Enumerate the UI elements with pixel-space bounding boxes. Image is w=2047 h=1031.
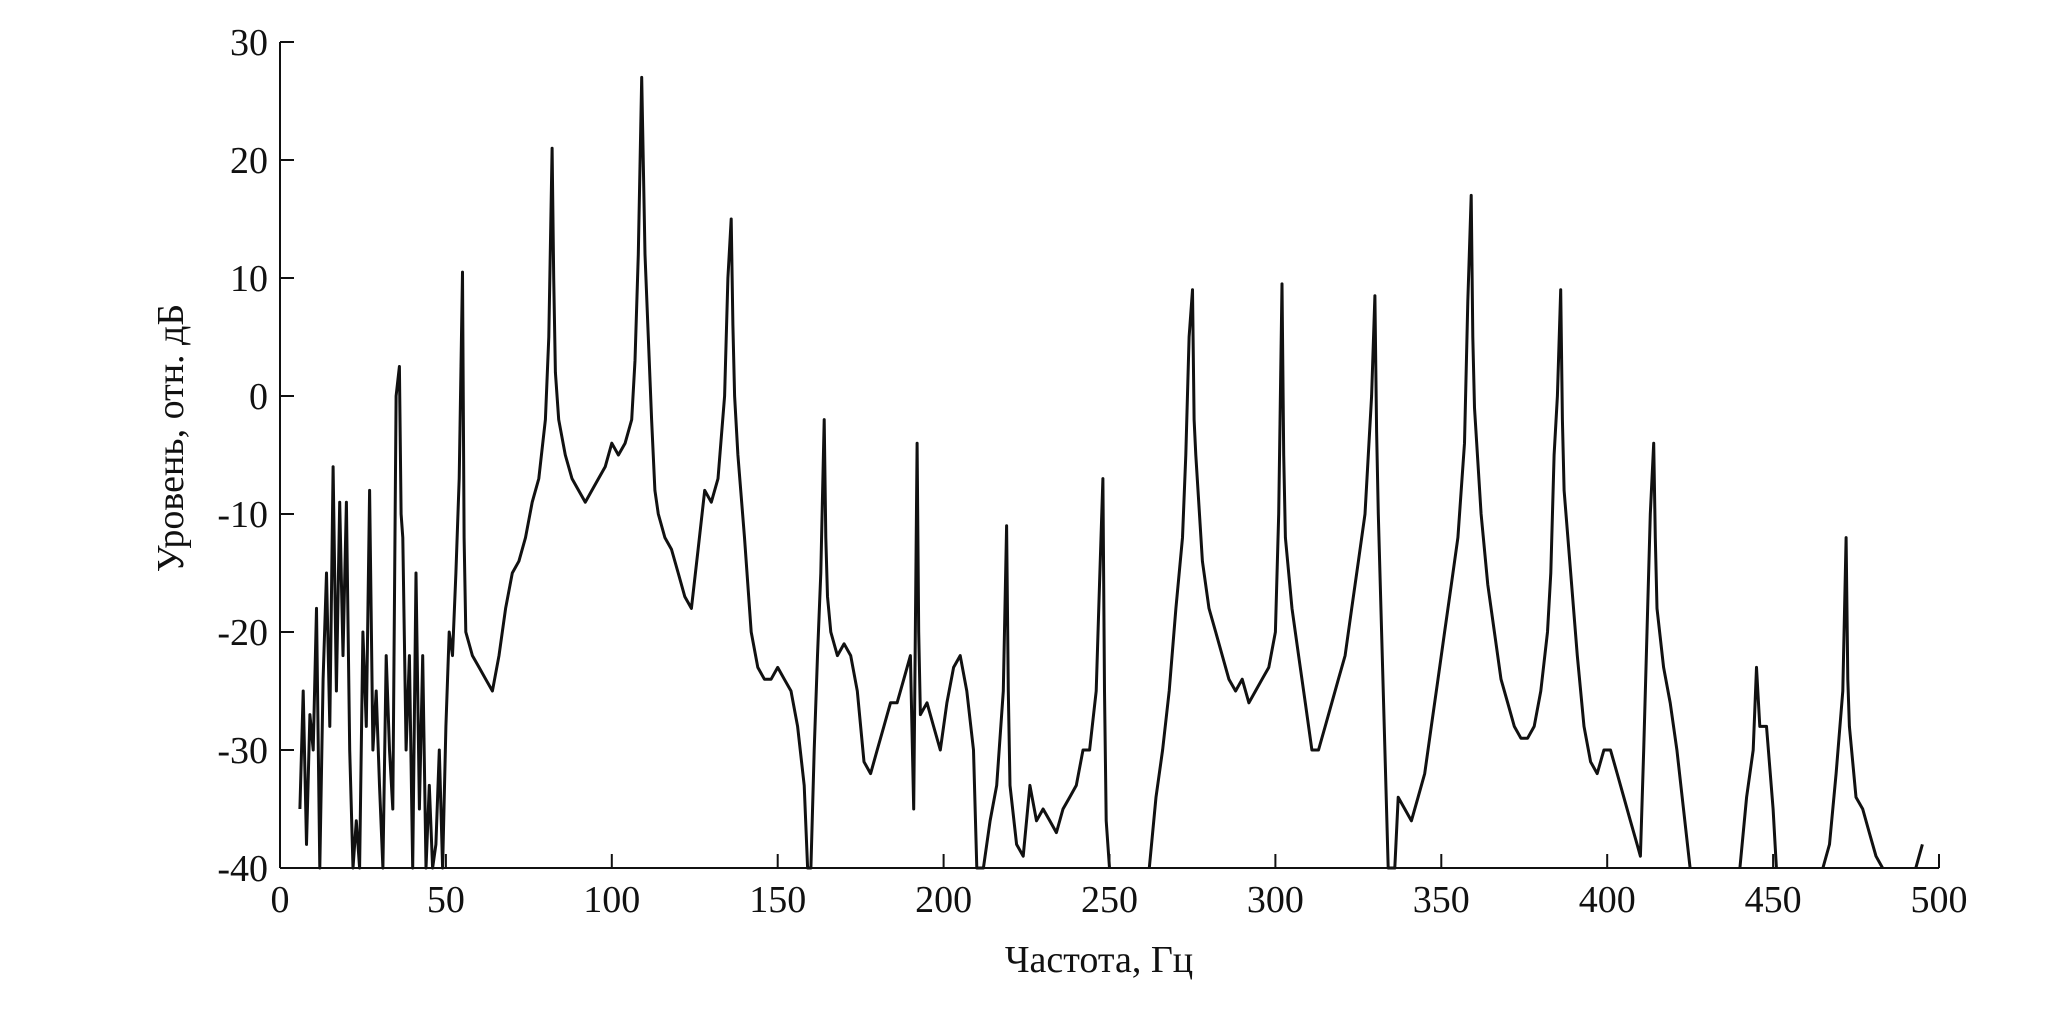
- spectrum-line: [298, 75, 1924, 870]
- x-tick-label: 300: [1247, 879, 1304, 921]
- y-tick-label: -10: [217, 494, 268, 536]
- y-axis-label: Уровень, отн. дБ: [150, 304, 192, 572]
- x-tick-label: 350: [1413, 879, 1470, 921]
- x-tick-label: 400: [1579, 879, 1636, 921]
- y-tick-label: -20: [217, 612, 268, 654]
- y-tick-label: 30: [230, 22, 268, 64]
- x-tick-label: 200: [915, 879, 972, 921]
- x-tick-label: 0: [271, 879, 290, 921]
- y-tick-label: -30: [217, 730, 268, 772]
- y-tick-label: 20: [230, 140, 268, 182]
- y-tick-label: 10: [230, 258, 268, 300]
- x-tick-label: 100: [583, 879, 640, 921]
- x-tick-label: 50: [427, 879, 465, 921]
- x-tick-label: 150: [749, 879, 806, 921]
- x-tick-label: 250: [1081, 879, 1138, 921]
- x-tick-label: 500: [1911, 879, 1968, 921]
- y-tick-label: -40: [217, 848, 268, 890]
- x-axis-label: Частота, Гц: [1005, 939, 1193, 981]
- y-tick-label: 0: [249, 376, 268, 418]
- x-tick-label: 450: [1745, 879, 1802, 921]
